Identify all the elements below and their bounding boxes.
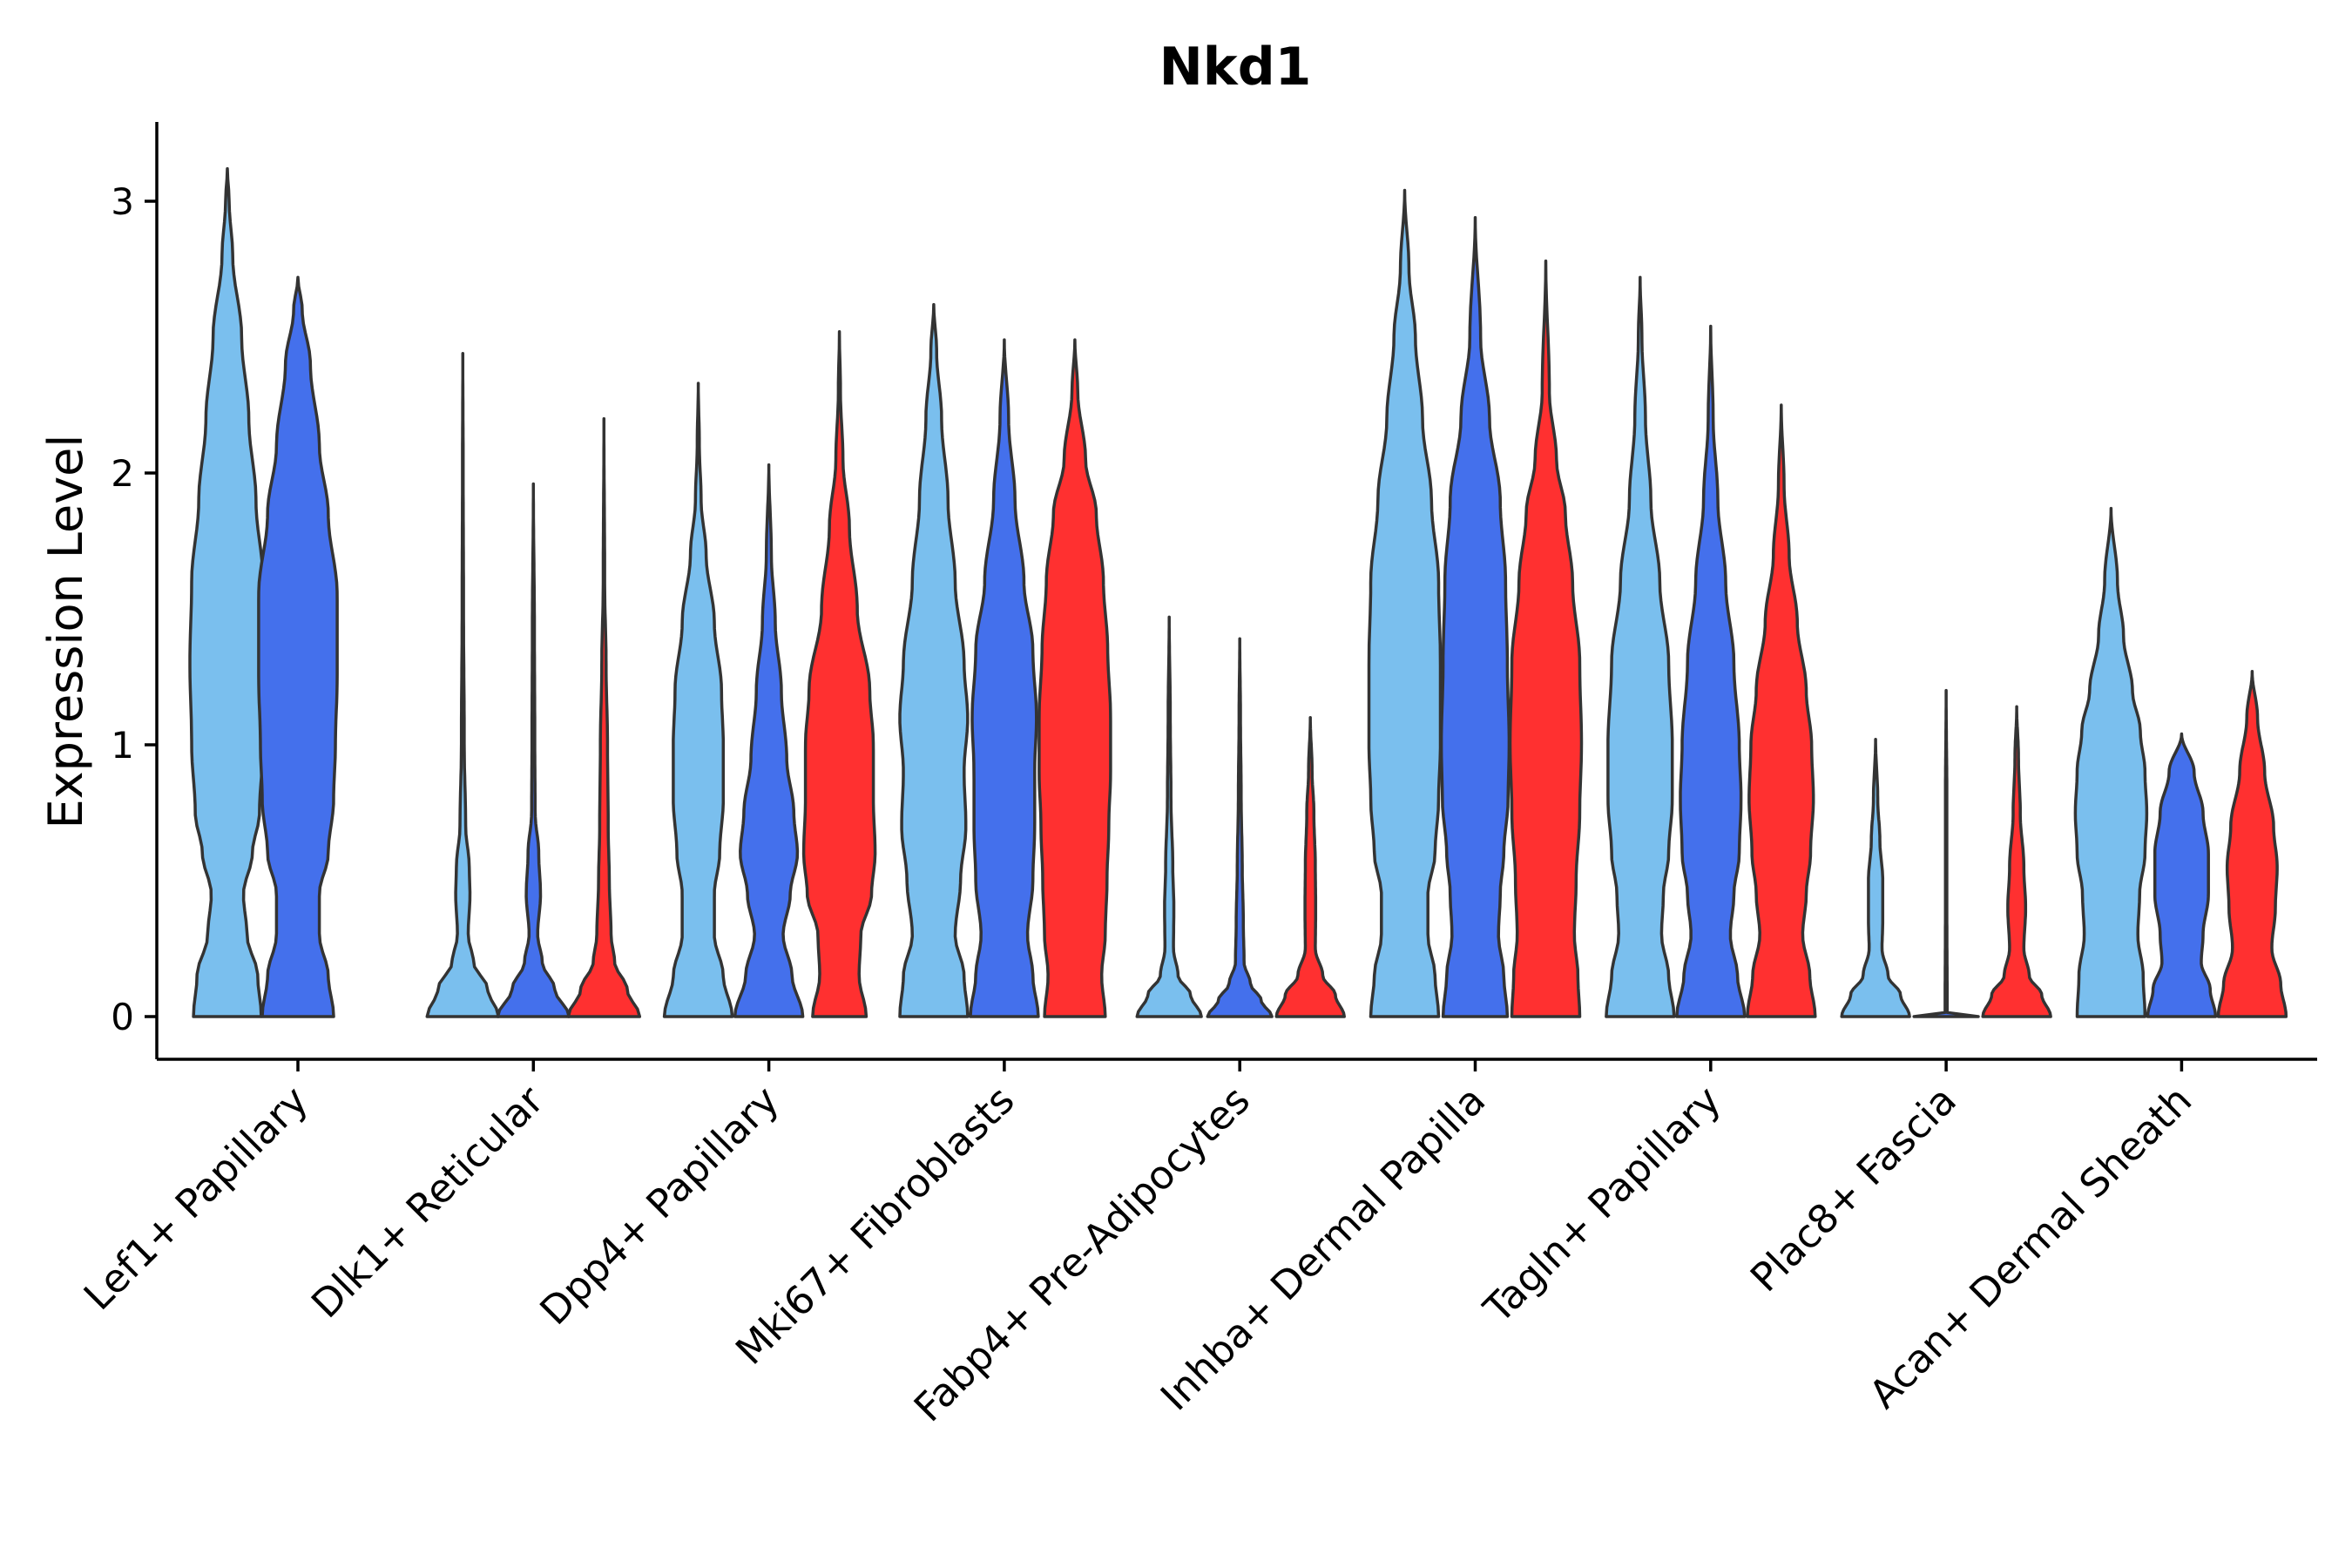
y-tick-label-1: 1 <box>111 724 134 767</box>
violin-2-group-1 <box>425 351 501 1018</box>
violin-8-group-1 <box>1840 738 1911 1018</box>
chart-title: Nkd1 <box>1159 37 1312 98</box>
y-tick-label-3: 3 <box>111 180 134 223</box>
violin-4-group-3 <box>1037 338 1112 1018</box>
y-tick-label-0: 0 <box>111 996 134 1038</box>
violin-9-group-1 <box>2073 506 2149 1018</box>
violin-7-group-3 <box>1746 403 1817 1018</box>
violin-8-group-2 <box>1912 688 1980 1018</box>
violin-3-group-3 <box>801 330 877 1018</box>
violin-4-group-1 <box>898 302 970 1018</box>
y-tick-label-2: 2 <box>111 452 134 495</box>
violin-4-group-2 <box>969 338 1040 1018</box>
violin-2-group-2 <box>496 482 571 1018</box>
violin-6-group-3 <box>1508 259 1584 1018</box>
violin-1-group-2 <box>257 275 339 1018</box>
y-axis-ticks: 0 1 2 3 <box>111 180 157 1038</box>
violin-8-group-3 <box>1981 705 2052 1018</box>
violin-7-group-2 <box>1675 324 1747 1018</box>
violin-5-group-3 <box>1274 716 1346 1018</box>
violin-3-group-2 <box>733 463 805 1018</box>
violin-9-group-2 <box>2146 732 2218 1018</box>
violin-3-group-1 <box>662 382 734 1018</box>
violin-5-group-1 <box>1135 615 1203 1018</box>
violin-9-group-3 <box>2216 670 2288 1018</box>
violin-5-group-2 <box>1206 637 1274 1018</box>
violin-group <box>188 166 2288 1018</box>
violin-2-group-3 <box>566 416 642 1018</box>
violin-7-group-1 <box>1605 275 1676 1018</box>
y-axis-label: Expression Level <box>38 435 93 829</box>
